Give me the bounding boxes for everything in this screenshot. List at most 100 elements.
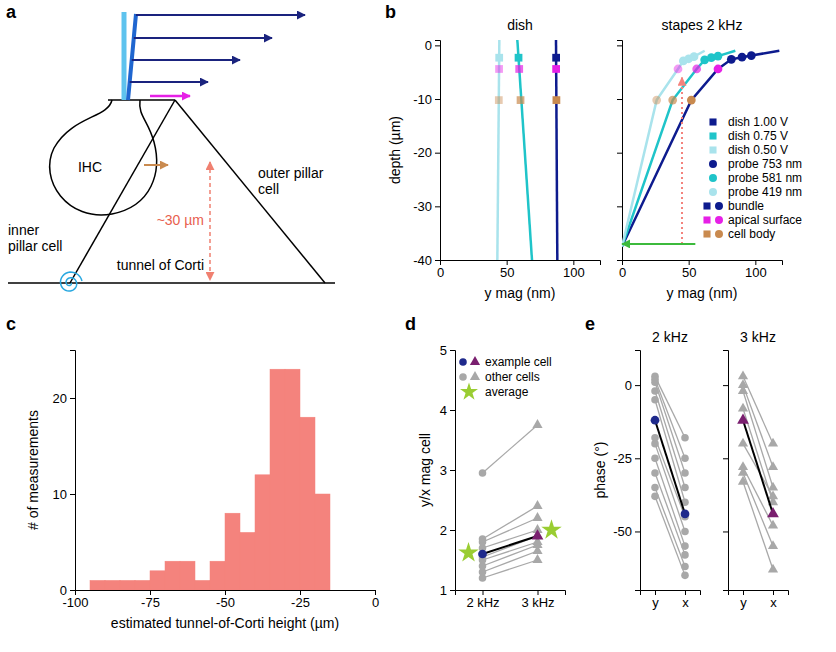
tick: -75 <box>141 590 160 610</box>
point <box>532 419 542 428</box>
line <box>655 382 685 473</box>
tick: 3 <box>440 463 455 478</box>
line <box>655 379 685 458</box>
point <box>738 53 747 62</box>
label-line: inner <box>8 222 39 238</box>
line <box>655 496 685 575</box>
point <box>651 455 659 463</box>
point <box>747 51 756 60</box>
line <box>743 482 773 570</box>
tick-mark <box>723 531 728 532</box>
tick-label: x <box>682 595 689 610</box>
tick-label: 100 <box>563 265 585 280</box>
tick: 50 <box>500 260 514 280</box>
inner-pillar <box>70 100 175 283</box>
panel-label: c <box>6 314 16 334</box>
legend-marker <box>460 383 478 400</box>
tick-label: -75 <box>141 595 160 610</box>
panel-label: e <box>585 314 595 334</box>
tick <box>723 458 728 459</box>
tick-label: -30 <box>413 199 432 214</box>
point <box>681 510 690 519</box>
tick-label: x <box>770 595 777 610</box>
line <box>655 473 685 555</box>
point <box>690 52 699 61</box>
axis-line <box>617 41 623 261</box>
tick-mark <box>450 410 455 411</box>
tick-label: 1 <box>440 583 447 598</box>
axis-title: depth (µm) <box>387 116 403 184</box>
point <box>681 455 689 463</box>
legend-marker <box>715 230 723 238</box>
bar <box>240 532 255 590</box>
axis-title: y mag (nm) <box>667 285 738 301</box>
line <box>517 40 532 260</box>
tick-mark <box>435 153 440 154</box>
point <box>553 96 561 104</box>
point <box>495 65 503 73</box>
tick-label: 2 kHz <box>466 595 499 610</box>
figure: abcdeIHCouter pillarcellinnerpillar cell… <box>0 0 836 652</box>
outer-pillar <box>175 100 325 283</box>
motion-arrow <box>130 81 208 83</box>
line <box>483 545 538 566</box>
apical-arrow <box>150 95 190 98</box>
plot-area <box>737 370 779 572</box>
legend-label: dish 0.75 V <box>728 129 788 143</box>
legend-marker <box>709 118 716 125</box>
point <box>532 554 542 563</box>
tick-label: 5 <box>440 343 447 358</box>
tick-label: 0 <box>437 265 444 280</box>
point <box>495 96 503 104</box>
tick-mark <box>450 590 455 591</box>
line <box>556 40 557 260</box>
tick-mark <box>617 153 622 154</box>
point <box>737 413 749 423</box>
axis-line <box>450 351 456 591</box>
point <box>768 461 778 470</box>
point <box>532 529 544 539</box>
legend-marker <box>470 356 480 365</box>
axis: -40-30-20-100 <box>413 38 440 268</box>
line <box>497 40 499 260</box>
point <box>651 469 659 477</box>
point <box>668 96 677 105</box>
diagram-label: ~30 µm <box>157 212 204 228</box>
tick: 2 kHz <box>466 590 499 610</box>
tick: 0 <box>372 590 379 610</box>
bar <box>210 561 225 590</box>
axis-line <box>70 351 76 591</box>
height-arrow <box>209 162 211 280</box>
tick: -25 <box>613 451 640 466</box>
point <box>681 528 689 536</box>
tick-label: -50 <box>613 524 632 539</box>
tick-label: 20 <box>53 391 67 406</box>
point <box>515 65 523 73</box>
line <box>743 420 773 514</box>
point <box>651 440 659 448</box>
point <box>651 378 659 386</box>
point <box>674 65 683 74</box>
point <box>651 396 659 404</box>
legend-marker <box>715 202 723 210</box>
line <box>622 51 735 247</box>
tick <box>723 531 728 532</box>
legend-marker <box>709 132 716 139</box>
tick-label: -50 <box>216 595 235 610</box>
tick-label: 0 <box>372 595 379 610</box>
tick-label: 0 <box>625 378 632 393</box>
bar <box>195 580 210 590</box>
tick-label: -40 <box>413 253 432 268</box>
bar <box>150 571 165 590</box>
tick: 20 <box>53 391 75 406</box>
tick: y <box>740 590 747 610</box>
bar <box>135 580 150 590</box>
tick-label: -25 <box>613 451 632 466</box>
point <box>552 54 560 62</box>
bar <box>300 417 315 590</box>
tick-label: -20 <box>413 145 432 160</box>
axis-title: y/x mag cell <box>417 433 433 507</box>
point <box>738 476 748 485</box>
tick-label: 2 <box>440 523 447 538</box>
legend-label: apical surface <box>728 213 802 227</box>
